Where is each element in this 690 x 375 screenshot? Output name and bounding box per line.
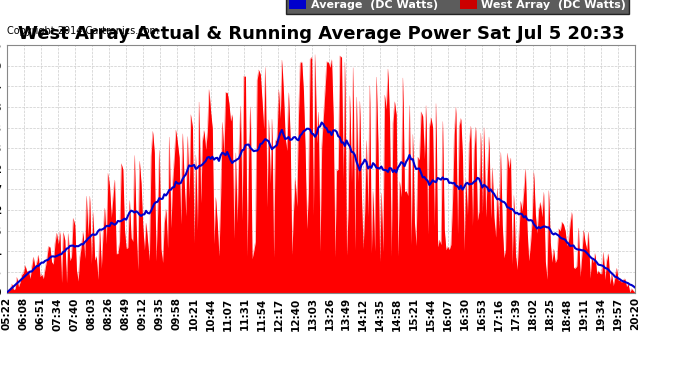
Legend: Average  (DC Watts), West Array  (DC Watts): Average (DC Watts), West Array (DC Watts… xyxy=(286,0,629,13)
Text: Copyright 2014 Cartronics.com: Copyright 2014 Cartronics.com xyxy=(7,26,159,36)
Title: West Array Actual & Running Average Power Sat Jul 5 20:33: West Array Actual & Running Average Powe… xyxy=(17,26,624,44)
